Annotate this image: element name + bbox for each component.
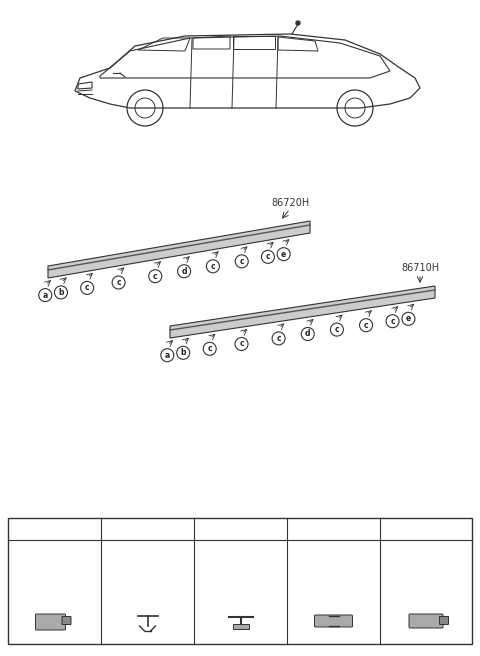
FancyBboxPatch shape xyxy=(8,518,472,644)
Circle shape xyxy=(13,522,27,536)
Circle shape xyxy=(54,286,68,299)
FancyBboxPatch shape xyxy=(409,614,443,628)
Circle shape xyxy=(402,312,415,325)
Text: 86735A: 86735A xyxy=(317,550,350,559)
Text: c: c xyxy=(335,325,339,334)
Text: 87257: 87257 xyxy=(417,560,444,569)
Text: 87215G: 87215G xyxy=(224,550,257,559)
Text: 86710H: 86710H xyxy=(401,263,439,273)
Text: c: c xyxy=(390,317,395,325)
Text: 87216X: 87216X xyxy=(132,560,164,569)
Text: c: c xyxy=(239,340,244,348)
Text: c: c xyxy=(116,278,121,287)
Text: d: d xyxy=(305,329,311,338)
Text: 87218L: 87218L xyxy=(39,560,70,569)
Circle shape xyxy=(177,346,190,359)
Text: c: c xyxy=(240,257,244,266)
Circle shape xyxy=(292,522,306,536)
Text: a: a xyxy=(43,291,48,300)
FancyBboxPatch shape xyxy=(232,624,249,629)
Text: 87229B: 87229B xyxy=(414,550,446,559)
Text: 86735A: 86735A xyxy=(315,525,348,533)
Text: b: b xyxy=(110,525,116,533)
Text: b: b xyxy=(180,348,186,358)
Circle shape xyxy=(81,281,94,295)
Circle shape xyxy=(161,349,174,361)
FancyBboxPatch shape xyxy=(440,617,448,625)
FancyBboxPatch shape xyxy=(314,615,352,627)
Text: d: d xyxy=(296,525,302,533)
Circle shape xyxy=(272,332,285,345)
Circle shape xyxy=(178,265,191,277)
Text: e: e xyxy=(389,525,395,533)
Text: c: c xyxy=(265,253,270,261)
Circle shape xyxy=(199,522,213,536)
Circle shape xyxy=(149,270,162,283)
Text: a: a xyxy=(165,351,170,359)
Text: c: c xyxy=(207,344,212,354)
Circle shape xyxy=(112,276,125,289)
Text: b: b xyxy=(58,288,64,297)
Circle shape xyxy=(330,323,343,336)
Text: 87218R: 87218R xyxy=(38,550,71,559)
Circle shape xyxy=(262,251,275,263)
Circle shape xyxy=(206,260,219,273)
Circle shape xyxy=(296,21,300,25)
Circle shape xyxy=(235,255,248,268)
Circle shape xyxy=(235,337,248,350)
Text: 87249: 87249 xyxy=(134,550,161,559)
Text: 86720H: 86720H xyxy=(271,198,309,208)
Circle shape xyxy=(203,342,216,356)
Circle shape xyxy=(277,248,290,260)
FancyBboxPatch shape xyxy=(62,617,71,625)
Circle shape xyxy=(301,327,314,340)
Polygon shape xyxy=(170,286,435,338)
Text: e: e xyxy=(281,250,286,258)
Text: c: c xyxy=(85,283,89,293)
Circle shape xyxy=(360,319,372,332)
Text: c: c xyxy=(153,272,157,281)
Text: a: a xyxy=(17,525,23,533)
FancyBboxPatch shape xyxy=(36,614,65,630)
Text: 87215G: 87215G xyxy=(222,525,255,533)
Circle shape xyxy=(386,315,399,328)
Text: c: c xyxy=(364,321,368,330)
Text: c: c xyxy=(276,334,281,343)
Text: c: c xyxy=(211,262,215,271)
Text: d: d xyxy=(181,267,187,276)
Polygon shape xyxy=(48,221,310,278)
Circle shape xyxy=(39,289,52,302)
Text: c: c xyxy=(204,525,208,533)
Circle shape xyxy=(385,522,399,536)
Circle shape xyxy=(106,522,120,536)
Text: e: e xyxy=(406,314,411,323)
